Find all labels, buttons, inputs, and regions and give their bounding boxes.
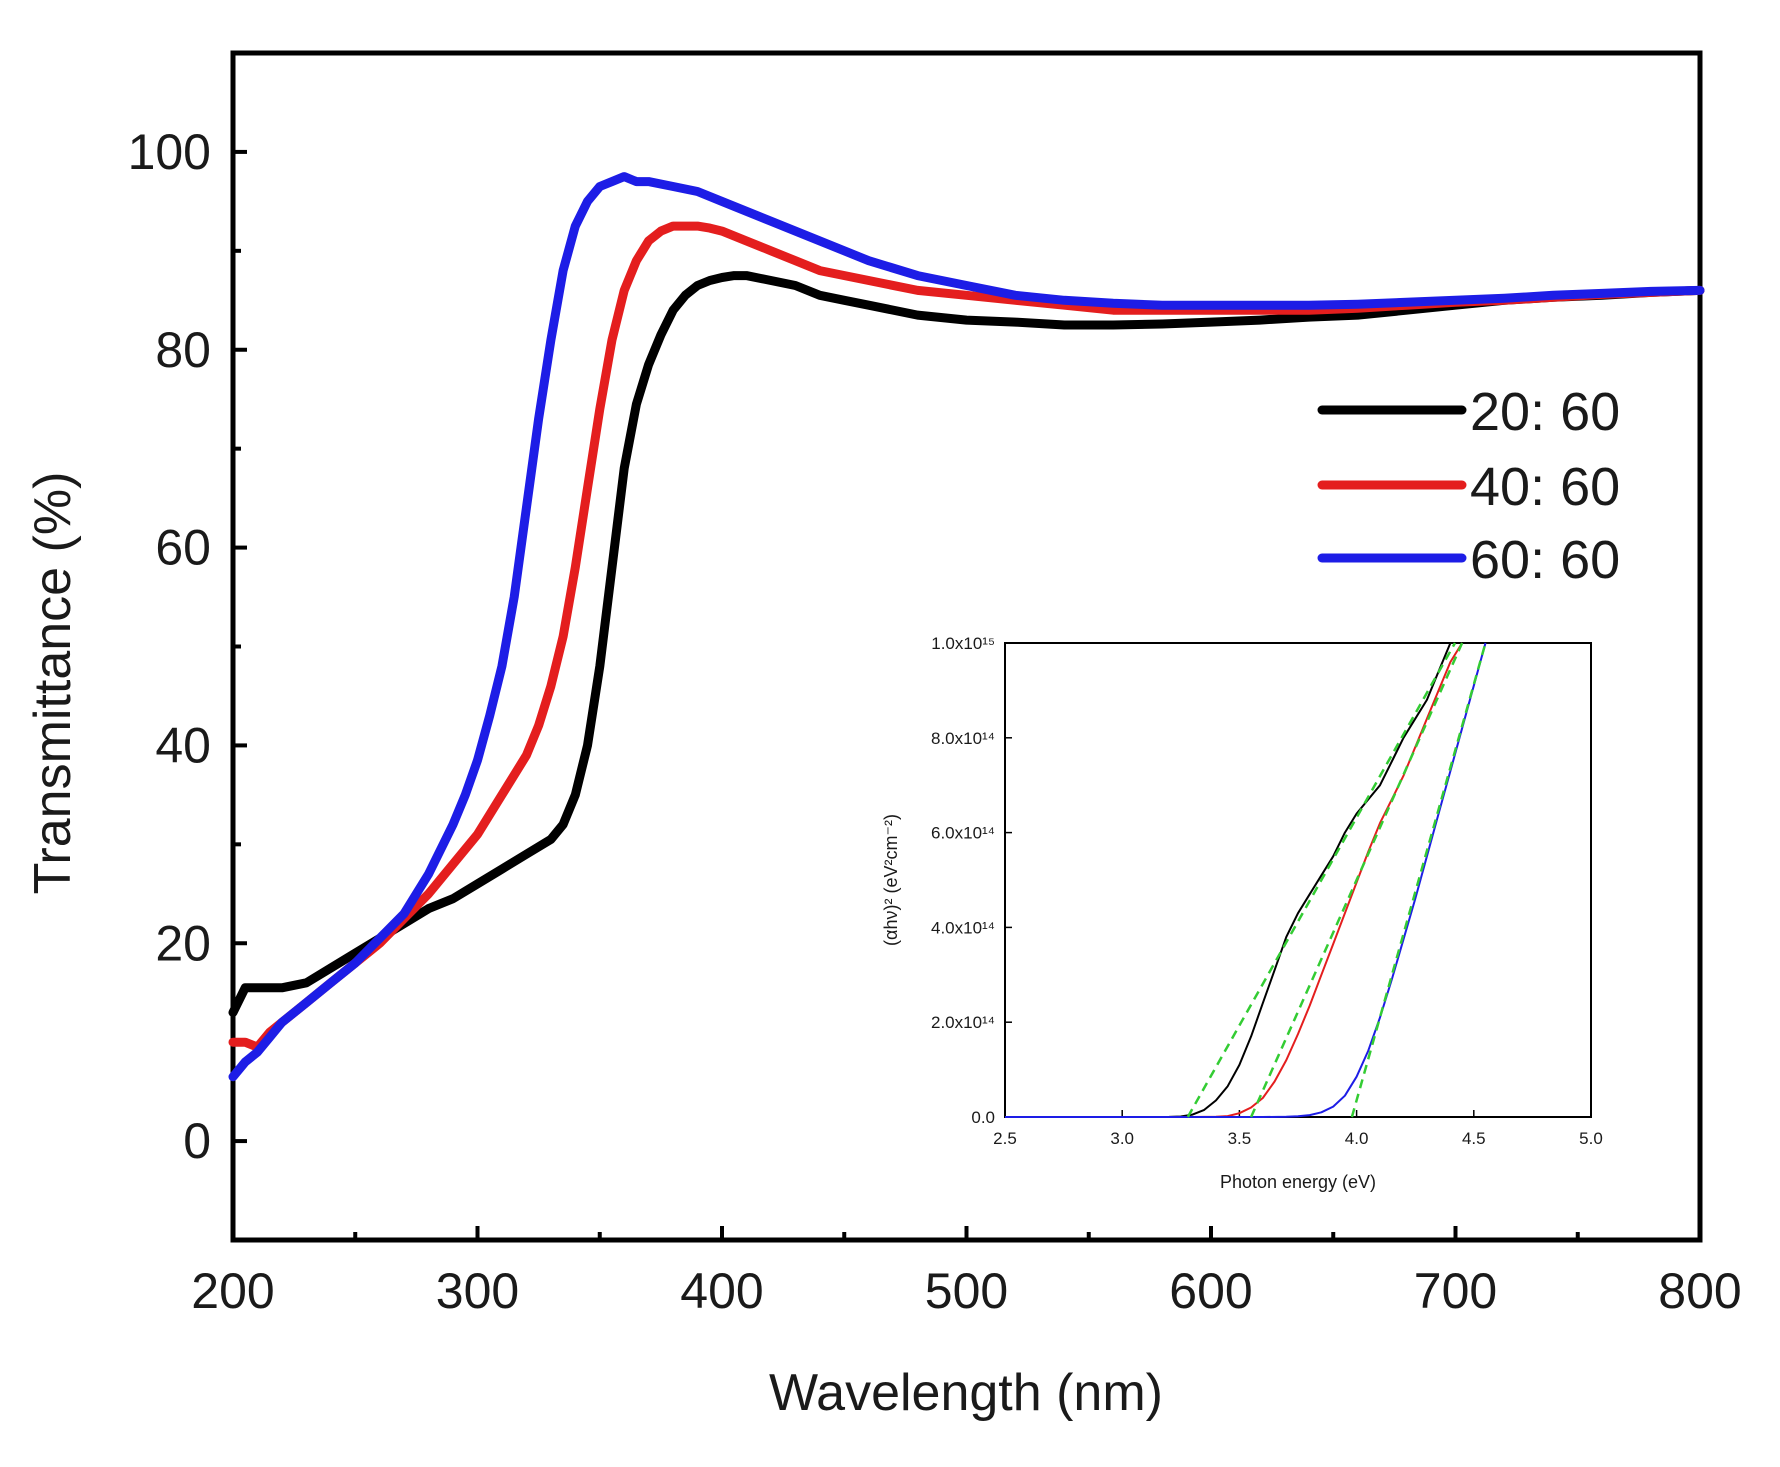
y-tick-label: 100 (128, 124, 211, 180)
x-tick-label: 600 (1169, 1263, 1252, 1319)
inset-y-tick-label: 2.0x10¹⁴ (931, 1013, 995, 1032)
series-line-60-60 (228, 172, 1705, 1082)
legend: 20: 60 40: 60 60: 60 (1317, 382, 1620, 590)
legend-label-20-60: 20: 60 (1470, 382, 1620, 442)
x-tick-label: 500 (925, 1263, 1008, 1319)
y-tick-label: 80 (155, 322, 211, 378)
inset-fit-line-fit-3 (1350, 642, 1487, 1118)
x-tick-label: 300 (436, 1263, 519, 1319)
y-tick-label: 0 (183, 1113, 211, 1169)
inset-x-tick-label: 4.5 (1462, 1129, 1486, 1148)
inset-series-line-20-60 (1005, 642, 1452, 1118)
x-tick-label: 400 (680, 1263, 763, 1319)
inset-x-tick-label: 3.0 (1110, 1129, 1134, 1148)
legend-label-60-60: 60: 60 (1470, 530, 1620, 590)
inset-x-tick-label: 3.5 (1228, 1129, 1252, 1148)
inset-y-tick-label: 8.0x10¹⁴ (931, 729, 995, 748)
legend-label-40-60: 40: 60 (1470, 457, 1620, 517)
inset-y-tick-label: 6.0x10¹⁴ (931, 824, 995, 843)
y-axis-title: Transmittance (%) (24, 472, 82, 895)
y-tick-label: 60 (155, 520, 211, 576)
inset-y-tick-label: 0.0 (971, 1108, 995, 1127)
y-tick-label: 20 (155, 915, 211, 971)
inset-x-tick-label: 2.5 (993, 1129, 1017, 1148)
inset-y-axis-title: (αhν)² (eV²cm⁻²) (881, 814, 901, 946)
y-tick-label: 40 (155, 717, 211, 773)
inset-y-tick-label: 4.0x10¹⁴ (931, 918, 995, 937)
inset-x-tick-label: 5.0 (1579, 1129, 1603, 1148)
x-tick-label: 200 (191, 1263, 274, 1319)
x-tick-label: 800 (1658, 1263, 1741, 1319)
inset-y-tick-label: 1.0x10¹⁵ (931, 634, 995, 653)
inset-fit-line-fit-2 (1249, 642, 1464, 1118)
inset-x-axis-title: Photon energy (eV) (1220, 1172, 1376, 1192)
inset-fit-line-fit-1 (1186, 642, 1457, 1118)
inset-x-tick-label: 4.0 (1345, 1129, 1369, 1148)
x-tick-label: 700 (1414, 1263, 1497, 1319)
x-axis-title: Wavelength (nm) (769, 1364, 1163, 1422)
inset-chart: 2.5 3.0 3.5 4.0 4.5 5.0 0.0 2.0x10¹⁴ 4.0x10¹⁴ 6.0… (881, 634, 1603, 1192)
series-line-20-60 (228, 271, 1705, 1017)
inset-plot-frame (1004, 642, 1592, 1118)
